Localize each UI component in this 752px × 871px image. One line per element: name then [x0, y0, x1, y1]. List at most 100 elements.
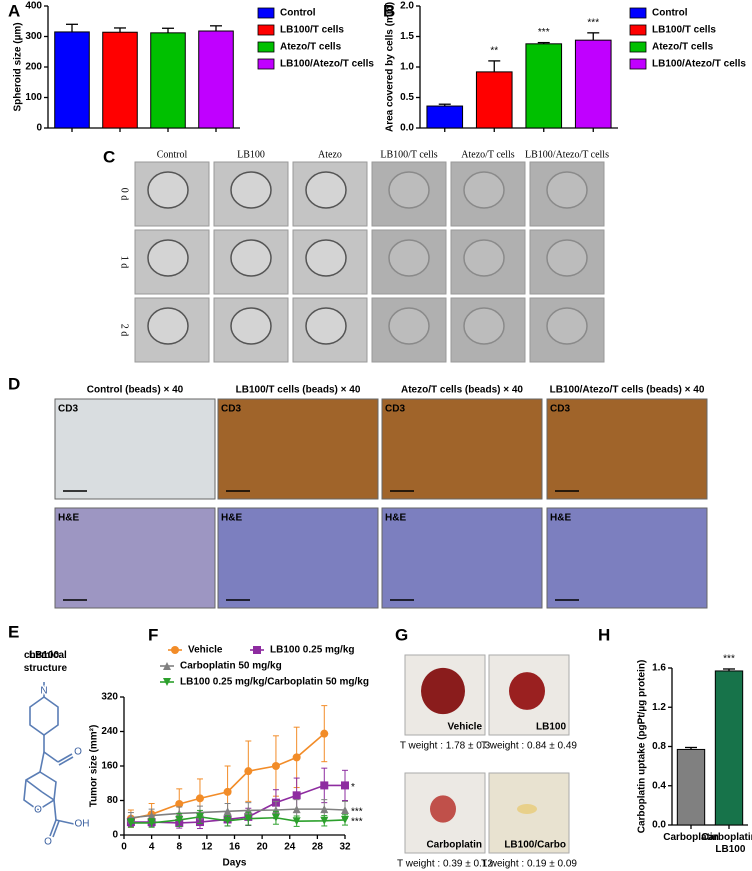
marker — [223, 807, 232, 816]
column-header: LB100/T cells (beads) × 40 — [236, 385, 361, 396]
spheroid — [546, 239, 588, 277]
legend-label: LB100/T cells — [280, 25, 344, 36]
marker — [320, 805, 329, 814]
micrograph — [381, 507, 543, 609]
spheroid — [546, 307, 588, 345]
y-tick-label: 200 — [25, 62, 42, 73]
label-line: LB100 — [713, 844, 746, 855]
marker — [320, 816, 329, 825]
bar — [525, 43, 563, 129]
series-line — [130, 816, 346, 824]
title-line: LB100 — [29, 650, 59, 661]
micrograph — [546, 507, 708, 609]
marker — [223, 787, 232, 796]
x-tick-label: 20 — [257, 842, 269, 853]
y-tick-label: 80 — [107, 795, 119, 806]
legend-swatch — [257, 58, 275, 70]
y-tick-label: 0.0 — [652, 820, 666, 831]
bar — [102, 31, 138, 129]
atom-label: O — [44, 837, 52, 848]
column-header: LB100/T cells — [380, 149, 437, 160]
legend-label: LB100 0.25 mg/kg — [270, 645, 354, 656]
bar — [574, 39, 612, 129]
spheroid — [147, 307, 189, 345]
stain-label: H&E — [58, 513, 79, 524]
panel-label: F — [148, 625, 158, 644]
spheroid — [147, 239, 189, 277]
y-tick-label: 1.0 — [400, 62, 414, 73]
column-header: LB100 — [237, 149, 265, 160]
title-line: structure — [21, 663, 68, 674]
stain-label: CD3 — [221, 404, 241, 415]
y-tick-label: 240 — [101, 726, 118, 737]
marker — [147, 818, 156, 827]
legend-swatch — [257, 24, 275, 36]
column-header: Atezo/T cells — [461, 149, 515, 160]
legend-label: LB100/Atezo/T cells — [652, 59, 746, 70]
panel-title: LB100 chemical structure — [21, 650, 68, 674]
stain-label: CD3 — [58, 404, 78, 415]
panel-label: C — [103, 147, 115, 166]
spheroid — [230, 307, 272, 345]
y-tick-label: 1.6 — [652, 663, 666, 674]
marker — [271, 813, 280, 822]
spheroid — [305, 307, 347, 345]
column-header: LB100/Atezo/T cells — [525, 149, 609, 160]
stain-label: H&E — [221, 513, 242, 524]
micrograph — [54, 398, 216, 500]
x-tick-label: 24 — [284, 842, 296, 853]
micrograph — [217, 398, 379, 500]
marker — [175, 815, 184, 824]
marker — [126, 818, 135, 827]
significance: *** — [587, 17, 599, 28]
legend-marker — [171, 646, 179, 654]
y-tick-label: 320 — [101, 692, 118, 703]
marker — [341, 781, 349, 790]
significance: *** — [538, 27, 550, 38]
stain-label: CD3 — [385, 404, 405, 415]
y-tick-label: 1.2 — [652, 702, 666, 713]
y-tick-label: 0 — [36, 123, 42, 134]
tumor — [421, 667, 465, 715]
x-tick-label: 12 — [201, 842, 213, 853]
significance: *** — [351, 817, 363, 828]
micrograph — [381, 398, 543, 500]
panel-label: D — [8, 374, 20, 393]
y-tick-label: 100 — [25, 92, 42, 103]
series-line — [130, 784, 345, 824]
series-line — [130, 808, 346, 819]
legend-marker — [163, 678, 171, 686]
marker — [271, 762, 280, 770]
y-tick-label: 0 — [112, 830, 118, 841]
tumor — [430, 795, 456, 823]
legend-swatch — [629, 7, 647, 19]
y-tick-label: 0.0 — [400, 123, 414, 134]
significance: * — [351, 782, 355, 793]
tile-label: LB100/Carbo — [504, 840, 566, 851]
spheroid — [147, 171, 189, 209]
marker — [244, 767, 253, 776]
spheroid — [230, 171, 272, 209]
y-tick-label: 160 — [101, 761, 118, 772]
marker — [175, 799, 184, 808]
column-header: Atezo — [318, 149, 342, 160]
spheroid — [463, 171, 505, 209]
spheroid — [230, 239, 272, 277]
legend-marker — [163, 662, 171, 670]
legend-swatch — [629, 24, 647, 36]
legend-label: LB100/Atezo/T cells — [280, 59, 374, 70]
tile-label: LB100 — [536, 722, 566, 733]
y-axis-label: Spheroid size (µm) — [13, 22, 24, 111]
legend-marker — [253, 646, 261, 654]
stain-label: CD3 — [550, 404, 570, 415]
y-axis-label: Area covered by cells (mm) — [385, 2, 396, 132]
y-axis-label: Tumor size (mm²) — [89, 725, 100, 808]
spheroid — [388, 239, 430, 277]
column-header: Atezo/T cells (beads) × 40 — [401, 385, 523, 396]
bar — [198, 30, 234, 129]
x-tick-label: 28 — [312, 842, 324, 853]
y-tick-label: 2.0 — [400, 1, 414, 12]
legend-label: LB100/T cells — [652, 25, 716, 36]
marker — [147, 811, 156, 820]
